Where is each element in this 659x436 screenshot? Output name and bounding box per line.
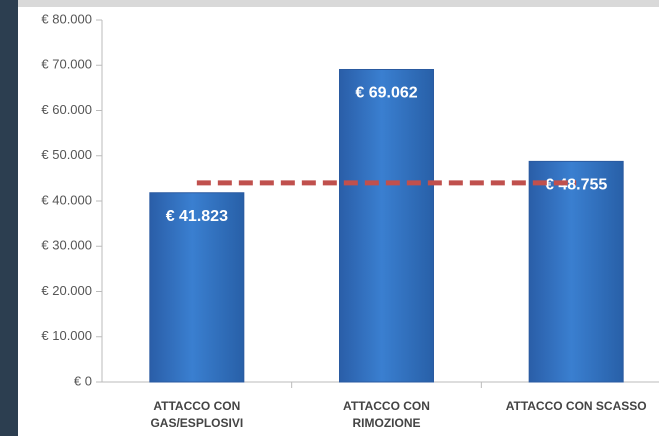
bar — [528, 160, 624, 383]
value-label: € 41.823 — [166, 208, 228, 225]
y-tick-label: € 80.000 — [41, 11, 92, 26]
y-tick-label: € 70.000 — [41, 57, 92, 72]
y-tick-label: € 40.000 — [41, 192, 92, 207]
y-tick-label: € 50.000 — [41, 147, 92, 162]
bar — [149, 192, 245, 383]
y-tick-label: € 20.000 — [41, 283, 92, 298]
x-tick-label: ATTACCO CON SCASSO — [505, 399, 647, 413]
x-tick-label: ATTACCO CON GAS/ESPLOSIVI — [150, 399, 244, 430]
bar — [339, 68, 434, 383]
y-tick-label: € 0 — [74, 373, 92, 388]
side-strip — [0, 0, 18, 436]
value-label: € 69.062 — [355, 85, 417, 102]
y-tick-label: € 30.000 — [41, 238, 92, 253]
top-strip — [18, 0, 659, 7]
y-tick-label: € 10.000 — [41, 328, 92, 343]
y-tick-label: € 60.000 — [41, 102, 92, 117]
x-tick-label: ATTACCO CON RIMOZIONE — [343, 399, 430, 430]
